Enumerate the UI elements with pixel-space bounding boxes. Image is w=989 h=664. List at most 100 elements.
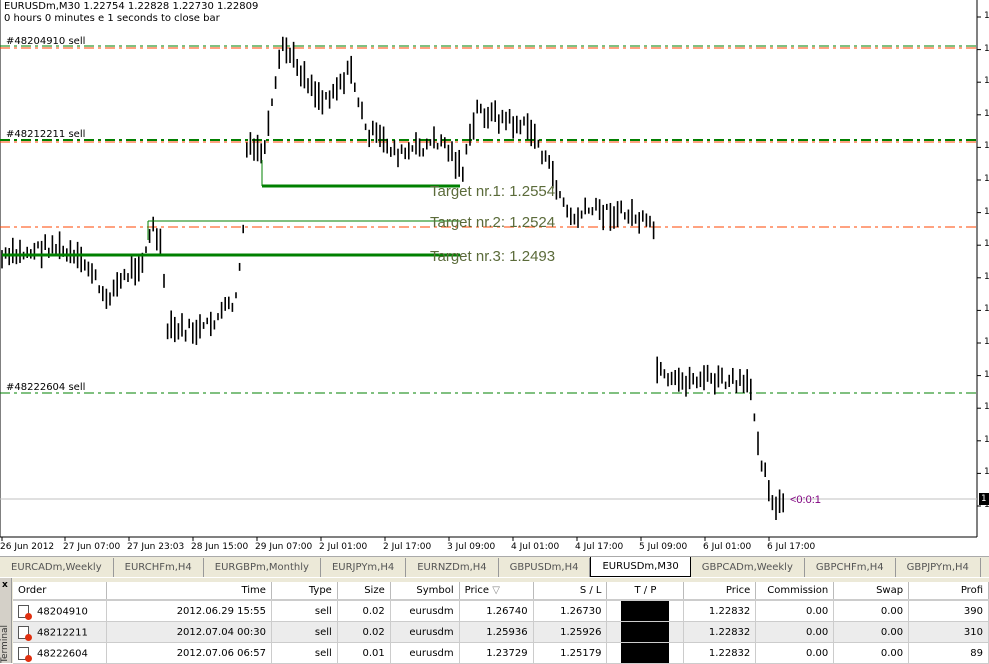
order-label: #48204910 sell [6,36,86,47]
column-header[interactable]: Size [337,582,391,601]
chart-tab[interactable]: GBPN [981,558,989,577]
bar-countdown-line: 0 hours 0 minutes e 1 seconds to close b… [4,13,220,24]
cell-value: 2012.07.06 06:57 [176,647,266,659]
column-header[interactable]: Profi [908,582,989,601]
column-header[interactable]: Price ▽ [459,582,534,601]
chart-tab[interactable]: GBPUSDm,H4 [499,558,591,577]
price-tick-label: 1 [984,11,989,21]
order-cell: 0.00 [755,621,835,643]
sell-order-icon [18,625,32,641]
column-header-label: Commission [767,585,829,596]
time-axis-label: 2 Jul 01:00 [319,542,368,552]
order-row[interactable]: 48204910 2012.06.29 15:55 sell 0.02 eurusdm 1… [13,600,989,622]
time-axis-label: 27 Jun 07:00 [63,542,121,552]
column-header[interactable]: T / P [606,582,685,601]
order-cell: 48222604 [13,642,108,664]
column-header[interactable]: S / L [533,582,608,601]
cell-value: 1.25936 [486,626,528,638]
time-axis-label: 4 Jul 17:00 [575,542,624,552]
cell-value: 89 [970,647,983,659]
chart-tab[interactable]: EURCADm,Weekly [0,558,114,577]
column-header-label: Symbol [416,585,454,596]
orders-table: Order Time Type Size Symbol Price ▽ S / L T / P… [13,582,989,664]
cell-value: 1.25179 [560,647,602,659]
column-header[interactable]: Symbol [390,582,460,601]
column-header-label: T / P [634,585,657,596]
order-cell: eurusdm [390,642,460,664]
column-header[interactable]: Type [271,582,338,601]
order-cell: 0.00 [755,642,835,664]
order-row[interactable]: 48222604 2012.07.06 06:57 sell 0.01 eurusdm 1… [13,642,989,664]
order-cell: 1.25936 [459,621,534,643]
symbol-quote-line: EURUSDm,M30 1.22754 1.22828 1.22730 1.22… [4,1,259,12]
order-cell [606,621,685,643]
column-header[interactable]: Order [13,582,108,601]
cell-value: 1.22832 [708,626,751,638]
order-cell: 2012.06.29 15:55 [106,600,272,622]
order-cell: 0.02 [337,621,391,643]
time-axis-label: 27 Jun 23:03 [127,542,185,552]
chart-tab[interactable]: EURUSDm,M30 [590,557,691,577]
cell-value: 0.00 [880,626,904,638]
chart-canvas [0,0,981,541]
order-row[interactable]: 48212211 2012.07.04 00:30 sell 0.02 eurusdm 1… [13,621,989,643]
order-cell: 2012.07.06 06:57 [106,642,272,664]
cell-value: 310 [963,626,983,638]
column-header-label: Size [364,585,385,596]
order-cell: eurusdm [390,600,460,622]
order-cell: 0.00 [755,600,835,622]
close-icon[interactable]: x [2,580,8,590]
price-chart[interactable]: EURUSDm,M30 1.22754 1.22828 1.22730 1.22… [0,0,989,556]
order-cell: 1.22832 [683,600,757,622]
order-cell: 1.26740 [459,600,534,622]
redacted-tp-box [621,622,670,642]
chart-tab[interactable]: EURCHFm,H4 [114,558,204,577]
time-axis-label: 5 Jul 09:00 [639,542,688,552]
time-axis-label: 26 Jun 2012 [0,542,55,552]
order-cell: 1.22832 [683,642,757,664]
order-cell: 1.25926 [533,621,608,643]
price-tick-label: 1 [984,76,989,87]
cell-value: 0.01 [362,647,385,659]
column-header-label: Time [241,585,266,596]
cell-value: 1.23729 [486,647,528,659]
column-header[interactable]: Commission [755,582,835,601]
price-tick-label: 1 [984,500,989,510]
order-cell: 2012.07.04 00:30 [106,621,272,643]
cell-value: 1.26740 [486,605,528,617]
price-tick-label: 1 [984,174,989,184]
cell-value: 0.02 [362,605,385,617]
time-axis-label: 4 Jul 01:00 [511,542,560,552]
order-cell: 48212211 [13,621,108,643]
order-cell: 1.23729 [459,642,534,664]
terminal-panel: x Terminal Order Time Type Size Symbol Price … [0,578,989,664]
chart-tab[interactable]: GBPCADm,Weekly [691,558,805,577]
chart-tab[interactable]: EURGBPm,Monthly [204,558,321,577]
sell-order-icon [18,604,32,620]
column-header[interactable]: Time [106,582,272,601]
order-cell: 310 [908,621,989,643]
cell-value: 0.00 [805,605,829,617]
cell-value: 0.00 [805,626,829,638]
chart-tab[interactable]: EURNZDm,H4 [406,558,499,577]
price-tick-label: 1 [984,271,989,282]
price-tick-label: 1 [984,239,989,250]
redacted-tp-box [621,601,670,621]
cell-value: 1.25926 [560,626,602,638]
time-axis-label: 6 Jul 17:00 [767,542,816,552]
redacted-tp-box [621,643,670,663]
cell-value: 48212211 [37,627,88,638]
chart-tab[interactable]: GBPJPYm,H4 [896,558,981,577]
cell-value: sell [314,626,332,638]
column-header[interactable]: Swap [833,582,910,601]
price-tick-label: 1 [984,369,989,380]
cell-value: sell [314,605,332,617]
order-cell: 0.00 [833,621,910,643]
order-cell: 89 [908,642,989,664]
chart-tab[interactable]: EURJPYm,H4 [321,558,407,577]
chart-tab[interactable]: GBPCHFm,H4 [805,558,896,577]
order-cell: 1.22832 [683,621,757,643]
order-cell: eurusdm [390,621,460,643]
cell-value: 1.22832 [708,605,751,617]
column-header[interactable]: Price [683,582,757,601]
